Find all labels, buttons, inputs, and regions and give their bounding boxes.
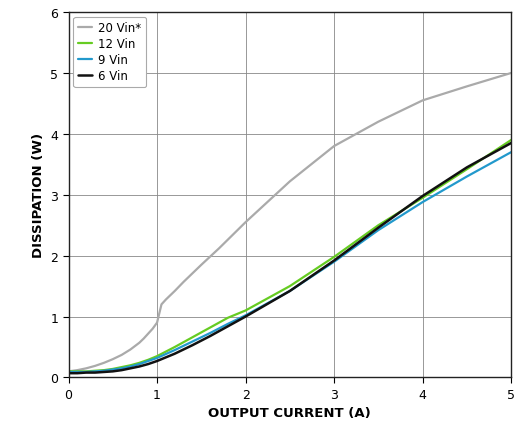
20 Vin* bbox=[198, 263, 204, 268]
12 Vin bbox=[65, 369, 72, 374]
12 Vin bbox=[128, 363, 134, 368]
9 Vin bbox=[375, 228, 382, 233]
9 Vin bbox=[65, 369, 72, 375]
6 Vin bbox=[74, 371, 81, 376]
20 Vin* bbox=[172, 289, 178, 294]
20 Vin* bbox=[145, 331, 151, 336]
Line: 12 Vin: 12 Vin bbox=[69, 141, 511, 372]
9 Vin bbox=[419, 200, 426, 205]
6 Vin bbox=[65, 371, 72, 376]
9 Vin bbox=[242, 313, 249, 318]
6 Vin bbox=[287, 289, 293, 294]
9 Vin bbox=[464, 174, 470, 180]
6 Vin bbox=[242, 314, 249, 319]
9 Vin bbox=[331, 260, 337, 265]
9 Vin bbox=[101, 368, 107, 374]
9 Vin bbox=[74, 369, 81, 375]
20 Vin* bbox=[110, 357, 116, 362]
6 Vin bbox=[83, 370, 90, 375]
20 Vin* bbox=[92, 363, 98, 368]
9 Vin bbox=[207, 331, 213, 336]
20 Vin* bbox=[216, 246, 222, 251]
20 Vin* bbox=[74, 368, 81, 373]
X-axis label: OUTPUT CURRENT (A): OUTPUT CURRENT (A) bbox=[209, 407, 371, 419]
9 Vin bbox=[119, 366, 125, 371]
Line: 20 Vin*: 20 Vin* bbox=[69, 74, 511, 372]
12 Vin bbox=[119, 365, 125, 370]
9 Vin bbox=[225, 322, 231, 327]
12 Vin bbox=[145, 357, 151, 362]
6 Vin bbox=[101, 369, 107, 375]
12 Vin bbox=[331, 255, 337, 260]
12 Vin bbox=[508, 138, 514, 143]
6 Vin bbox=[189, 343, 196, 348]
20 Vin* bbox=[154, 320, 160, 326]
6 Vin bbox=[172, 351, 178, 356]
6 Vin bbox=[419, 194, 426, 199]
6 Vin bbox=[464, 165, 470, 171]
12 Vin bbox=[101, 368, 107, 373]
12 Vin bbox=[110, 366, 116, 372]
6 Vin bbox=[110, 369, 116, 374]
6 Vin bbox=[508, 141, 514, 146]
12 Vin bbox=[92, 368, 98, 374]
9 Vin bbox=[110, 367, 116, 372]
20 Vin* bbox=[136, 340, 142, 345]
9 Vin bbox=[287, 289, 293, 294]
9 Vin bbox=[172, 348, 178, 353]
12 Vin bbox=[83, 369, 90, 374]
9 Vin bbox=[128, 364, 134, 369]
6 Vin bbox=[154, 358, 160, 364]
9 Vin bbox=[92, 369, 98, 374]
6 Vin bbox=[128, 366, 134, 371]
12 Vin bbox=[242, 308, 249, 313]
12 Vin bbox=[154, 354, 160, 359]
20 Vin* bbox=[65, 369, 72, 374]
20 Vin* bbox=[150, 326, 156, 332]
20 Vin* bbox=[508, 71, 514, 76]
9 Vin bbox=[83, 369, 90, 375]
6 Vin bbox=[375, 226, 382, 231]
20 Vin* bbox=[163, 297, 169, 302]
Y-axis label: DISSIPATION (W): DISSIPATION (W) bbox=[32, 133, 45, 258]
6 Vin bbox=[136, 364, 142, 369]
9 Vin bbox=[189, 339, 196, 344]
6 Vin bbox=[92, 370, 98, 375]
Legend: 20 Vin*, 12 Vin, 9 Vin, 6 Vin: 20 Vin*, 12 Vin, 9 Vin, 6 Vin bbox=[73, 18, 146, 88]
Line: 6 Vin: 6 Vin bbox=[69, 144, 511, 373]
6 Vin bbox=[119, 368, 125, 373]
6 Vin bbox=[225, 324, 231, 329]
20 Vin* bbox=[242, 220, 249, 225]
9 Vin bbox=[508, 150, 514, 155]
6 Vin bbox=[145, 362, 151, 367]
12 Vin bbox=[464, 167, 470, 172]
20 Vin* bbox=[375, 120, 382, 125]
12 Vin bbox=[287, 284, 293, 289]
9 Vin bbox=[154, 355, 160, 361]
20 Vin* bbox=[287, 179, 293, 184]
20 Vin* bbox=[419, 99, 426, 104]
12 Vin bbox=[74, 369, 81, 374]
12 Vin bbox=[375, 223, 382, 228]
12 Vin bbox=[136, 360, 142, 365]
Line: 9 Vin: 9 Vin bbox=[69, 153, 511, 372]
20 Vin* bbox=[180, 279, 187, 285]
12 Vin bbox=[419, 196, 426, 201]
20 Vin* bbox=[128, 347, 134, 352]
9 Vin bbox=[145, 358, 151, 364]
6 Vin bbox=[207, 334, 213, 339]
9 Vin bbox=[136, 362, 142, 367]
20 Vin* bbox=[119, 352, 125, 358]
12 Vin bbox=[172, 345, 178, 350]
12 Vin bbox=[207, 325, 213, 330]
20 Vin* bbox=[101, 360, 107, 365]
20 Vin* bbox=[464, 85, 470, 90]
6 Vin bbox=[331, 258, 337, 263]
20 Vin* bbox=[83, 366, 90, 371]
20 Vin* bbox=[141, 336, 147, 341]
20 Vin* bbox=[331, 144, 337, 149]
12 Vin bbox=[189, 335, 196, 340]
20 Vin* bbox=[158, 302, 164, 307]
12 Vin bbox=[225, 316, 231, 321]
